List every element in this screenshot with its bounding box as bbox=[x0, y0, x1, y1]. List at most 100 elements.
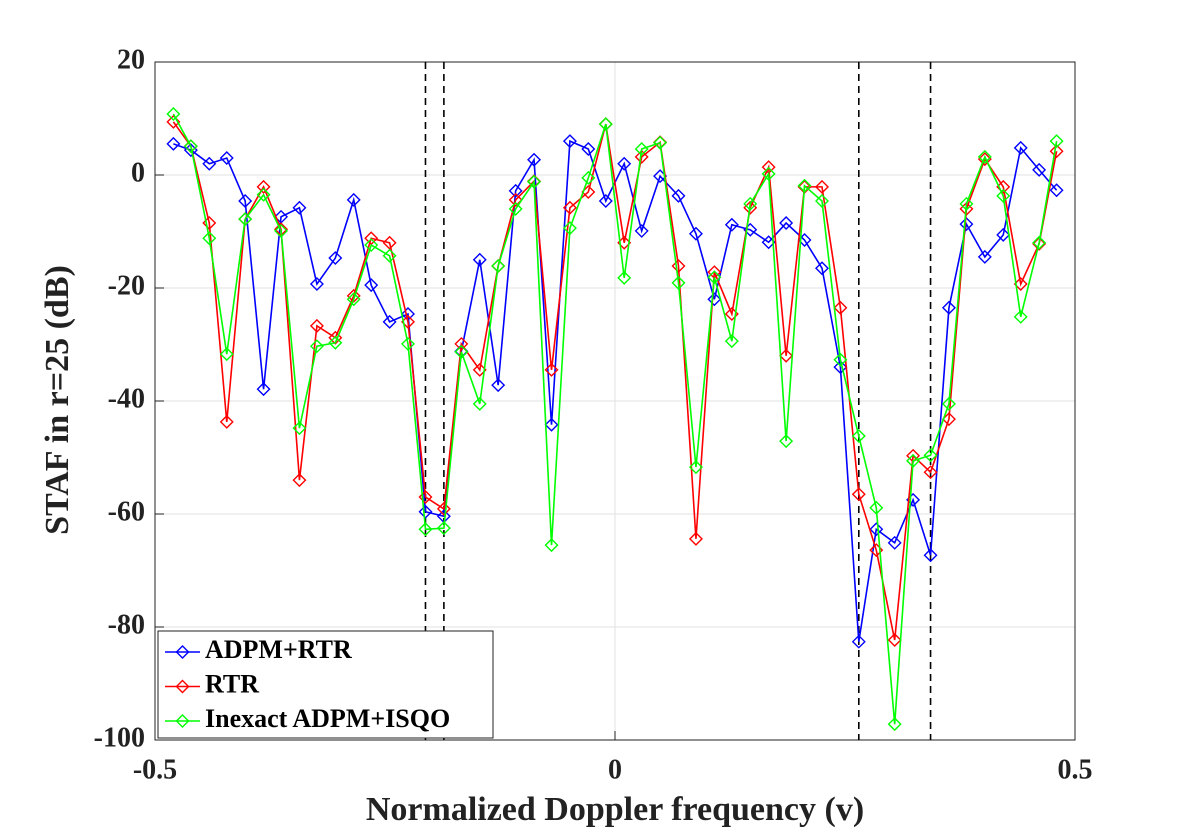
data-point bbox=[1032, 236, 1047, 251]
data-point bbox=[688, 531, 703, 546]
legend-marker bbox=[175, 714, 190, 728]
data-point bbox=[219, 151, 234, 166]
data-point bbox=[527, 174, 542, 189]
data-point bbox=[724, 217, 739, 232]
y-axis-label: STAF in r=25 (dB) bbox=[39, 265, 76, 535]
data-point bbox=[923, 448, 938, 463]
data-point bbox=[454, 344, 469, 359]
data-point bbox=[815, 261, 829, 276]
data-point bbox=[544, 362, 559, 377]
x-tick-label: 0 bbox=[608, 754, 622, 785]
data-point bbox=[202, 231, 217, 246]
data-point bbox=[508, 183, 523, 198]
y-tick-label: 20 bbox=[117, 44, 145, 75]
data-point bbox=[562, 134, 577, 149]
data-point bbox=[779, 348, 794, 363]
data-point bbox=[634, 223, 649, 238]
data-point bbox=[238, 194, 253, 208]
data-point bbox=[364, 278, 379, 293]
data-point bbox=[491, 378, 506, 393]
x-tick-label: -0.5 bbox=[133, 754, 177, 785]
data-point bbox=[508, 192, 523, 207]
data-point bbox=[256, 179, 271, 194]
data-point bbox=[833, 300, 848, 315]
legend-label: Inexact ADPM+ISQO bbox=[205, 704, 450, 733]
data-point bbox=[346, 292, 361, 307]
data-point bbox=[436, 521, 451, 536]
data-point bbox=[906, 453, 921, 468]
y-tick-label: -100 bbox=[94, 722, 145, 753]
data-point bbox=[382, 248, 397, 263]
data-point bbox=[977, 149, 992, 164]
data-point bbox=[274, 223, 289, 238]
series-line bbox=[172, 113, 1058, 725]
data-point bbox=[418, 504, 433, 519]
data-point bbox=[887, 535, 902, 550]
data-point bbox=[941, 300, 956, 315]
data-point bbox=[977, 152, 992, 167]
data-point bbox=[292, 200, 307, 215]
data-point bbox=[923, 548, 938, 563]
x-tick-label: 0.5 bbox=[1058, 754, 1093, 785]
data-point bbox=[472, 252, 487, 267]
data-point bbox=[959, 196, 974, 211]
data-point bbox=[581, 170, 596, 185]
data-point bbox=[238, 212, 253, 227]
data-point bbox=[328, 330, 343, 345]
y-tick-label: -60 bbox=[108, 496, 145, 527]
data-point bbox=[815, 194, 829, 208]
data-point bbox=[562, 200, 577, 215]
data-point bbox=[292, 421, 307, 436]
y-tick-label: -20 bbox=[108, 270, 145, 301]
data-point bbox=[382, 235, 397, 250]
data-point bbox=[941, 396, 956, 411]
data-point bbox=[671, 275, 686, 290]
data-point bbox=[401, 314, 415, 329]
data-point bbox=[472, 396, 487, 411]
y-tick-label: -80 bbox=[108, 609, 145, 640]
data-point bbox=[562, 221, 577, 236]
data-point bbox=[779, 434, 794, 449]
data-point bbox=[996, 227, 1011, 242]
data-point bbox=[598, 117, 613, 132]
data-point bbox=[869, 500, 884, 515]
data-point bbox=[292, 473, 307, 488]
data-point bbox=[544, 538, 559, 553]
data-point bbox=[1013, 140, 1028, 155]
legend-box bbox=[157, 630, 494, 739]
data-point bbox=[328, 251, 343, 266]
data-point bbox=[887, 633, 902, 647]
data-point bbox=[1032, 235, 1047, 250]
data-point bbox=[219, 414, 234, 429]
data-point bbox=[797, 178, 812, 193]
data-point bbox=[634, 149, 649, 164]
data-point bbox=[436, 501, 451, 516]
data-point bbox=[996, 188, 1011, 203]
data-point bbox=[851, 634, 866, 649]
data-point bbox=[508, 201, 523, 216]
data-point bbox=[617, 156, 632, 171]
data-point bbox=[688, 460, 703, 475]
data-point bbox=[1049, 144, 1064, 159]
data-point bbox=[328, 335, 343, 350]
data-point bbox=[761, 166, 776, 181]
data-point bbox=[1032, 162, 1047, 177]
data-point bbox=[779, 216, 794, 231]
data-point bbox=[256, 187, 271, 202]
legend-label: ADPM+RTR bbox=[205, 635, 352, 664]
legend-marker bbox=[175, 679, 190, 694]
data-point bbox=[959, 201, 974, 216]
data-point bbox=[671, 188, 686, 203]
data-point bbox=[581, 142, 596, 156]
plot-frame bbox=[154, 61, 1076, 741]
data-point bbox=[202, 156, 217, 171]
y-tick-label: 0 bbox=[131, 157, 145, 188]
data-point bbox=[256, 382, 271, 397]
data-point bbox=[346, 288, 361, 303]
data-point bbox=[219, 347, 234, 362]
data-point bbox=[923, 465, 938, 480]
data-point bbox=[707, 270, 722, 285]
data-point bbox=[996, 179, 1011, 194]
data-point bbox=[815, 179, 829, 194]
data-point bbox=[382, 314, 397, 329]
